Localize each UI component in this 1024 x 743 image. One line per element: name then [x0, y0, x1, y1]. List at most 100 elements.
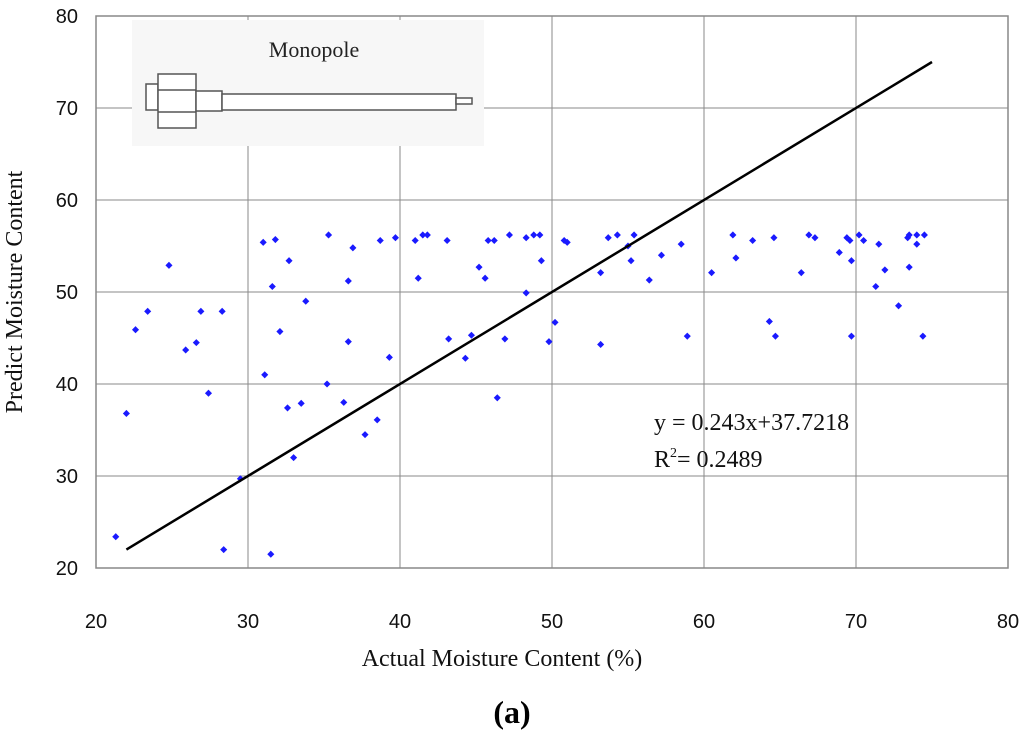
data-point — [765, 317, 773, 325]
trendline — [125, 60, 933, 551]
data-point — [419, 231, 427, 239]
data-point — [537, 257, 545, 265]
trendline-equation: y = 0.243x+37.7218 — [654, 410, 849, 436]
data-point — [613, 231, 621, 239]
data-point — [493, 394, 501, 402]
data-point — [290, 454, 298, 462]
y-tick-labels: 20 30 40 50 60 70 80 — [56, 6, 78, 580]
data-point — [268, 282, 276, 291]
data-point — [283, 404, 292, 412]
data-point — [484, 236, 492, 245]
data-point — [220, 546, 228, 554]
data-point — [344, 338, 352, 346]
data-point — [271, 236, 279, 244]
data-point — [905, 263, 913, 271]
data-point — [505, 231, 513, 239]
data-point — [536, 231, 544, 239]
data-point — [657, 251, 665, 259]
scatter-chart: Monopole 20 30 40 50 60 70 80 20 30 40 50 60 70 80 y… — [2, 6, 1019, 672]
data-point — [445, 335, 453, 343]
data-point — [297, 399, 305, 407]
inset-label: Monopole — [269, 37, 359, 62]
data-point — [563, 238, 571, 246]
y-tick-label: 50 — [56, 282, 78, 304]
data-point — [677, 240, 685, 248]
data-point — [461, 354, 469, 362]
data-point — [267, 550, 275, 558]
data-point — [881, 266, 889, 274]
figure-caption: (a) — [493, 694, 531, 730]
data-point — [905, 231, 913, 239]
monopole-antenna-icon — [145, 73, 473, 129]
data-point — [913, 240, 921, 248]
data-point — [530, 231, 538, 239]
data-point — [361, 431, 369, 439]
data-point — [414, 274, 422, 282]
r-squared-label: R2= 0.2489 — [654, 446, 763, 473]
x-tick-label: 80 — [997, 611, 1019, 633]
data-point — [344, 277, 352, 285]
data-point — [112, 533, 120, 541]
data-point — [895, 302, 903, 310]
data-point — [259, 238, 267, 246]
data-point — [501, 335, 509, 343]
data-points — [112, 231, 928, 558]
data-point — [467, 331, 475, 339]
data-point — [770, 234, 778, 242]
data-point — [490, 236, 498, 245]
x-tick-label: 60 — [693, 611, 715, 633]
x-axis-label: Actual Moisture Content (%) — [362, 646, 643, 672]
data-point — [197, 307, 205, 315]
y-tick-label: 20 — [56, 558, 78, 580]
data-point — [385, 353, 393, 361]
data-point — [835, 248, 843, 256]
plot-area-frame — [95, 15, 1009, 569]
data-point — [204, 389, 213, 397]
data-point — [708, 269, 716, 277]
data-point — [847, 332, 855, 340]
data-point — [860, 236, 868, 245]
y-tick-label: 70 — [56, 98, 78, 120]
y-tick-label: 80 — [56, 6, 78, 28]
x-tick-labels: 20 30 40 50 60 70 80 — [85, 611, 1019, 633]
data-point — [875, 240, 883, 248]
data-point — [749, 236, 757, 245]
data-point — [919, 332, 927, 340]
data-point — [627, 257, 635, 265]
data-point — [475, 263, 483, 271]
data-point — [597, 340, 605, 348]
data-point — [855, 231, 863, 239]
data-point — [325, 231, 333, 239]
data-point — [144, 307, 152, 315]
monopole-inset: Monopole — [132, 20, 484, 146]
data-point — [729, 231, 737, 239]
data-point — [373, 416, 381, 424]
data-point — [683, 332, 691, 340]
data-point — [630, 231, 638, 239]
y-tick-label: 30 — [56, 466, 78, 488]
data-point — [165, 261, 173, 269]
data-point — [920, 231, 928, 239]
data-point — [811, 234, 819, 242]
data-point — [122, 409, 130, 417]
data-point — [276, 328, 284, 336]
data-point — [131, 326, 140, 334]
data-point — [551, 318, 559, 326]
data-point — [443, 236, 451, 245]
data-point — [645, 276, 653, 284]
data-point — [340, 398, 348, 406]
data-point — [349, 244, 357, 252]
x-tick-label: 40 — [389, 611, 411, 633]
data-point — [481, 274, 489, 282]
y-tick-label: 40 — [56, 374, 78, 396]
data-point — [218, 307, 226, 315]
x-tick-label: 50 — [541, 611, 563, 633]
data-point — [423, 231, 431, 239]
data-point — [771, 332, 779, 340]
data-point — [391, 234, 399, 242]
data-point — [604, 234, 612, 242]
data-point — [797, 269, 805, 277]
data-point — [846, 236, 854, 245]
data-point — [732, 254, 740, 262]
data-point — [323, 380, 331, 388]
